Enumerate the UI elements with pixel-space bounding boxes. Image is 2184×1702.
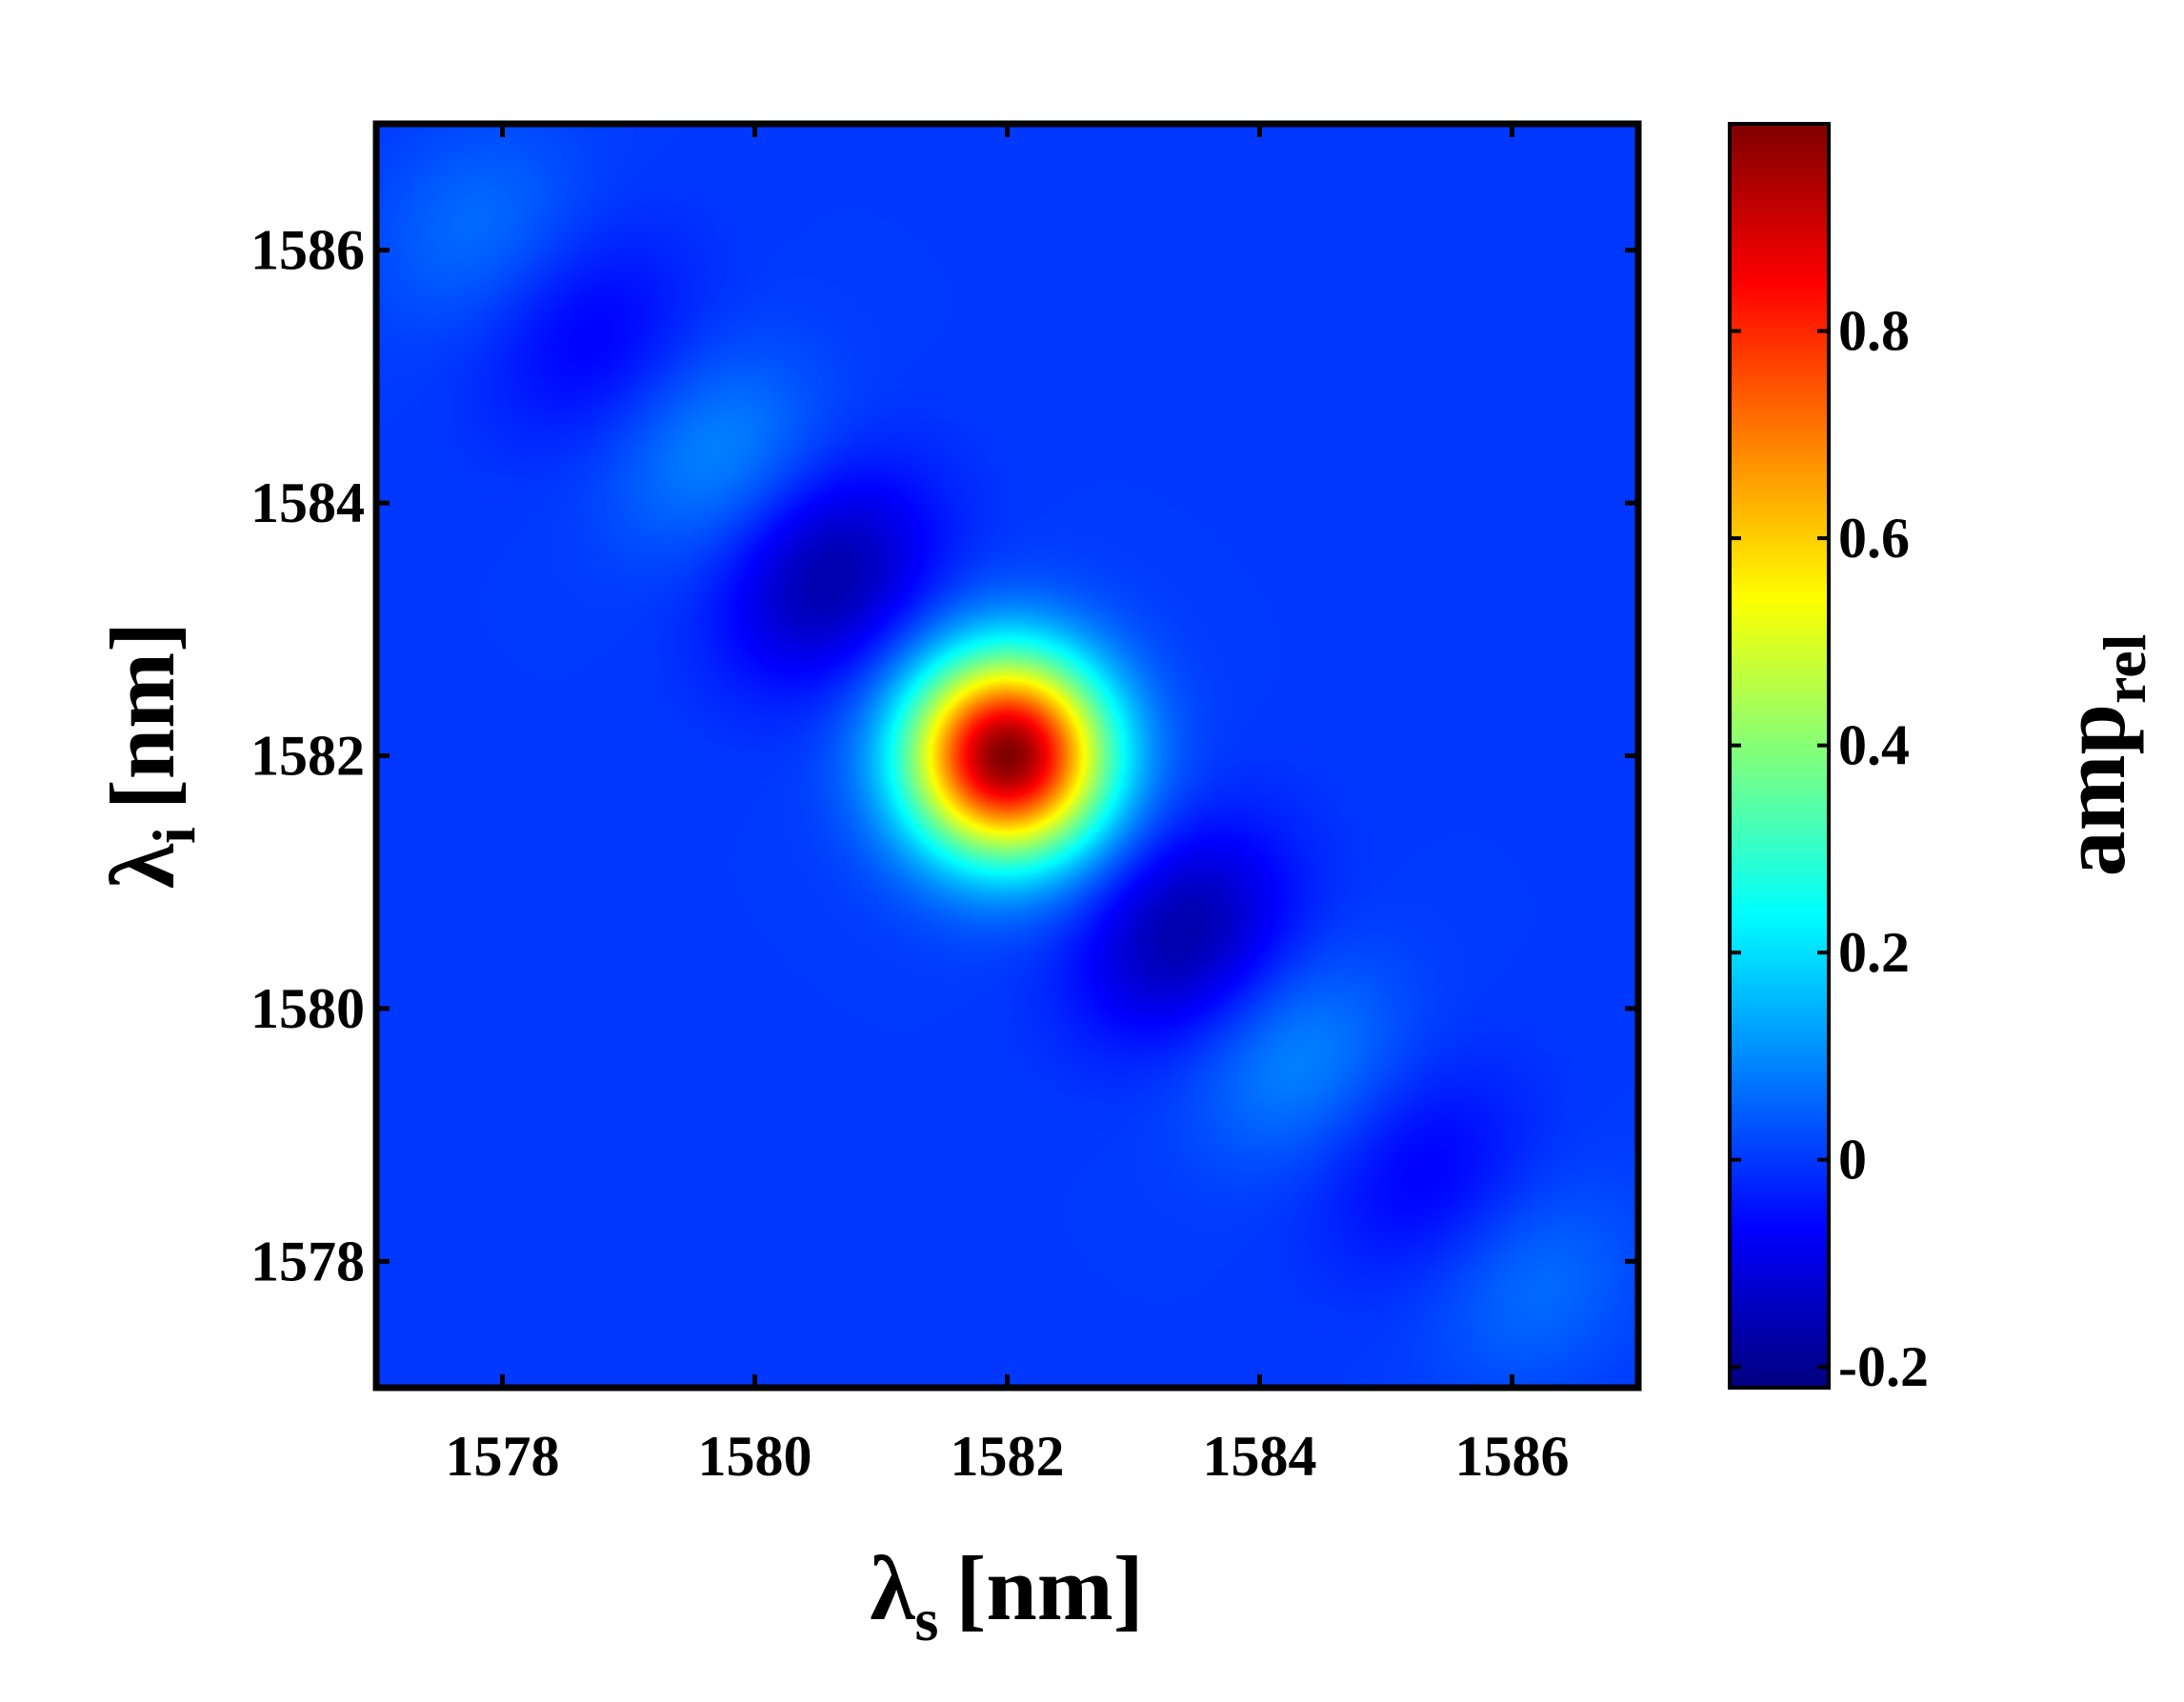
x-tick-label: 1586 xyxy=(1455,1425,1570,1488)
y-tick-label: 1582 xyxy=(250,725,365,788)
x-tick-label: 1578 xyxy=(446,1425,560,1488)
x-axis: 1578 1580 1582 1584 1586 xyxy=(446,124,1570,1488)
colorbar-tick-label: 0.4 xyxy=(1838,714,1910,777)
colorbar-tick-label: -0.2 xyxy=(1838,1335,1929,1398)
colorbar-tick-label: 0.8 xyxy=(1838,300,1910,363)
colorbar-ticks: -0.2 0 0.2 0.4 0.6 0.8 xyxy=(1730,300,1929,1398)
colorbar-gradient xyxy=(1730,124,1829,1388)
heatmap-image xyxy=(376,124,1638,1388)
colorbar-tick-label: 0.6 xyxy=(1838,507,1910,570)
y-axis-label: λi[nm] xyxy=(91,622,208,889)
y-tick-label: 1580 xyxy=(250,977,365,1040)
x-tick-label: 1582 xyxy=(951,1425,1065,1488)
x-axis-label: λs [nm] xyxy=(870,1537,1143,1653)
y-tick-label: 1578 xyxy=(250,1230,365,1292)
x-tick-label: 1584 xyxy=(1203,1425,1317,1488)
y-tick-label: 1584 xyxy=(250,471,365,534)
y-tick-label: 1586 xyxy=(250,219,365,282)
colorbar-label: amprel xyxy=(2042,634,2158,877)
x-tick-label: 1580 xyxy=(698,1425,812,1488)
y-axis: 1578 1580 1582 1584 1586 xyxy=(250,219,1638,1292)
colorbar: -0.2 0 0.2 0.4 0.6 0.8 xyxy=(1728,122,1929,1398)
heatmap-plot-area xyxy=(372,120,1642,1392)
colorbar-frame xyxy=(1728,122,1831,1390)
colorbar-tick-label: 0.2 xyxy=(1838,921,1910,984)
colorbar-tick-label: 0 xyxy=(1838,1129,1867,1191)
